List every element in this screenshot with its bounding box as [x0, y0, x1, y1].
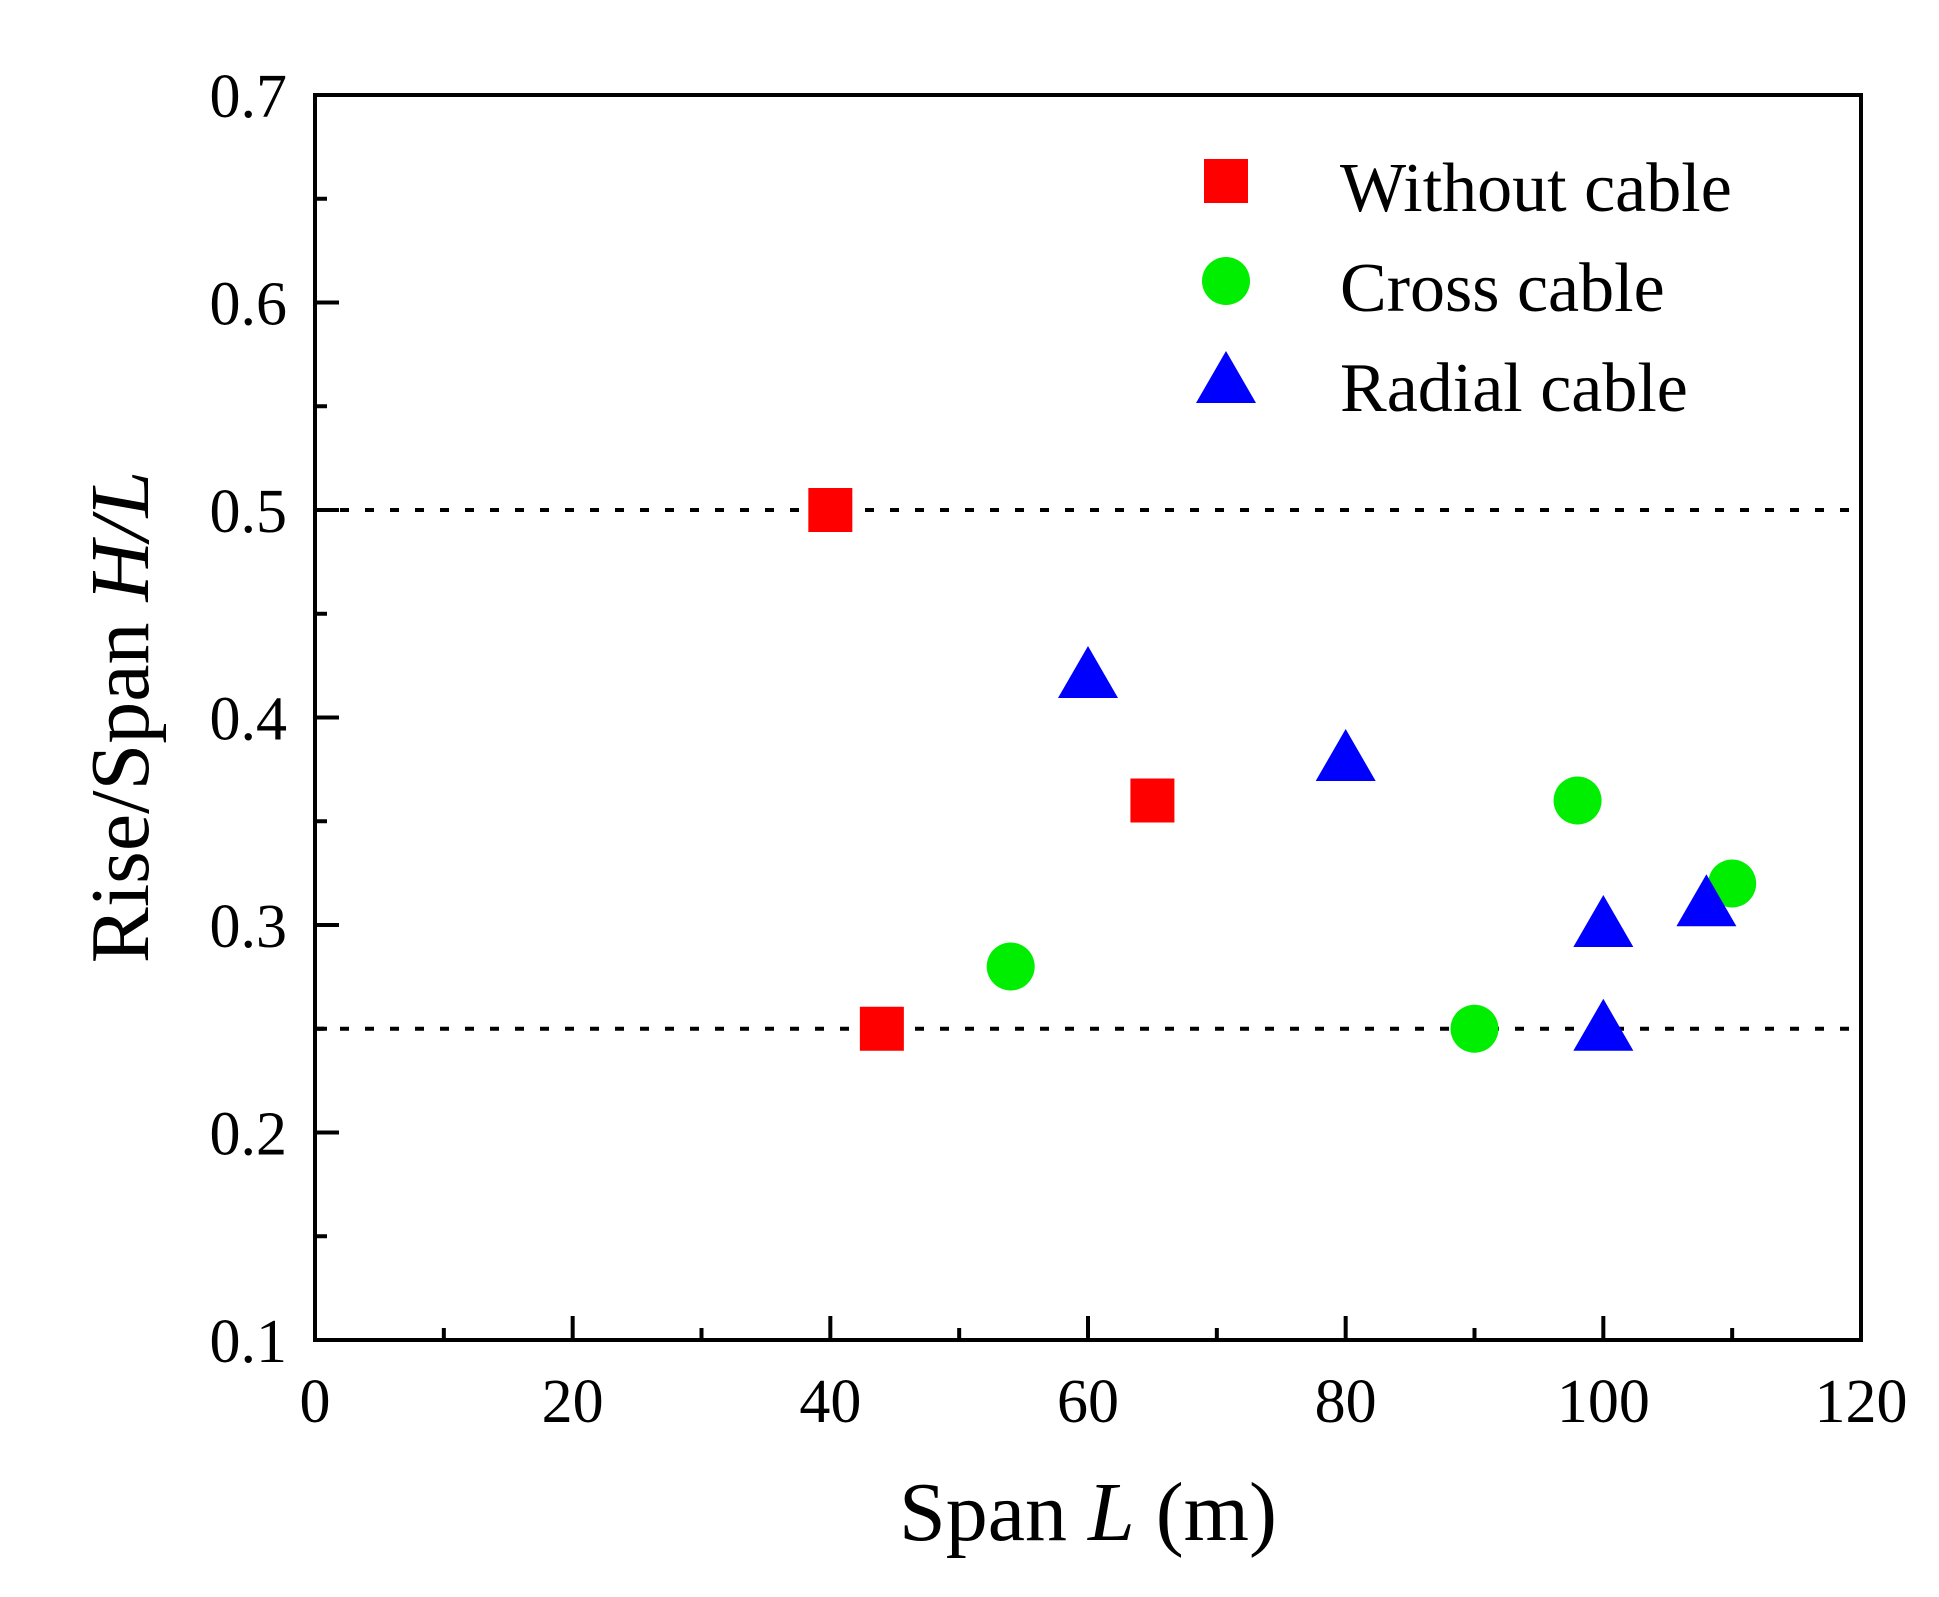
- legend-marker-without-cable: [1204, 159, 1248, 203]
- without-cable-point-3: [1130, 778, 1175, 823]
- radial-cable-point-5: [1676, 874, 1737, 927]
- y-tick-label-0_7: 0.7: [210, 63, 288, 131]
- plot-frame: [313, 93, 1863, 1342]
- legend-marker-radial-cable: [1196, 351, 1256, 403]
- x-axis-title: Span L (m): [899, 1466, 1277, 1559]
- y-axis-title-prefix: Rise/Span: [74, 602, 167, 964]
- y-tick-label-0_4: 0.4: [210, 686, 288, 754]
- legend-label-without-cable: Without cable: [1340, 150, 1732, 227]
- y-tick-label-0_6: 0.6: [210, 271, 288, 339]
- legend-marker-cross-cable: [1202, 257, 1250, 305]
- cross-cable-point-3: [1553, 776, 1602, 825]
- x-axis-title-prefix: Span: [899, 1466, 1088, 1559]
- legend-label-radial-cable: Radial cable: [1340, 350, 1688, 427]
- x-axis-title-variable: L: [1087, 1466, 1135, 1559]
- x-tick-label-120: 120: [1815, 1368, 1908, 1436]
- cross-cable-point-4: [1708, 859, 1757, 908]
- legend-markers: [1196, 159, 1256, 403]
- x-tick-label-20: 20: [542, 1368, 604, 1436]
- x-axis-title-unit: (m): [1135, 1466, 1277, 1559]
- y-tick-label-0_3: 0.3: [210, 893, 288, 961]
- data-points: [808, 488, 1757, 1053]
- legend-label-cross-cable: Cross cable: [1340, 250, 1665, 327]
- legend: Without cable Cross cable Radial cable: [1196, 150, 1732, 427]
- reference-lines: [315, 508, 1861, 1031]
- y-tick-label-0_5: 0.5: [210, 478, 288, 546]
- x-tick-label-0: 0: [300, 1368, 331, 1436]
- tick-labels: 0 20 40 60 80 100 120 0.1 0.2 0.3 0.4 0.5 0.6 0.7: [210, 63, 1908, 1436]
- y-tick-label-0_1: 0.1: [210, 1308, 288, 1376]
- y-axis-title-variable: H/L: [74, 471, 167, 603]
- x-tick-label-80: 80: [1315, 1368, 1377, 1436]
- radial-cable-point-1: [1058, 646, 1118, 698]
- radial-cable-point-2: [1315, 729, 1376, 781]
- x-tick-label-60: 60: [1057, 1368, 1119, 1436]
- radial-cable-point-4: [1573, 998, 1634, 1051]
- cross-cable-point-1: [986, 942, 1035, 991]
- radial-cable-point-3: [1573, 895, 1634, 947]
- without-cable-point-1: [808, 488, 853, 532]
- y-tick-label-0_2: 0.2: [210, 1101, 288, 1169]
- x-tick-label-40: 40: [799, 1368, 861, 1436]
- y-axis-title: Rise/Span H/L: [74, 471, 167, 963]
- cross-cable-point-2: [1450, 1004, 1499, 1053]
- x-tick-label-100: 100: [1557, 1368, 1650, 1436]
- without-cable-point-2: [859, 1006, 904, 1051]
